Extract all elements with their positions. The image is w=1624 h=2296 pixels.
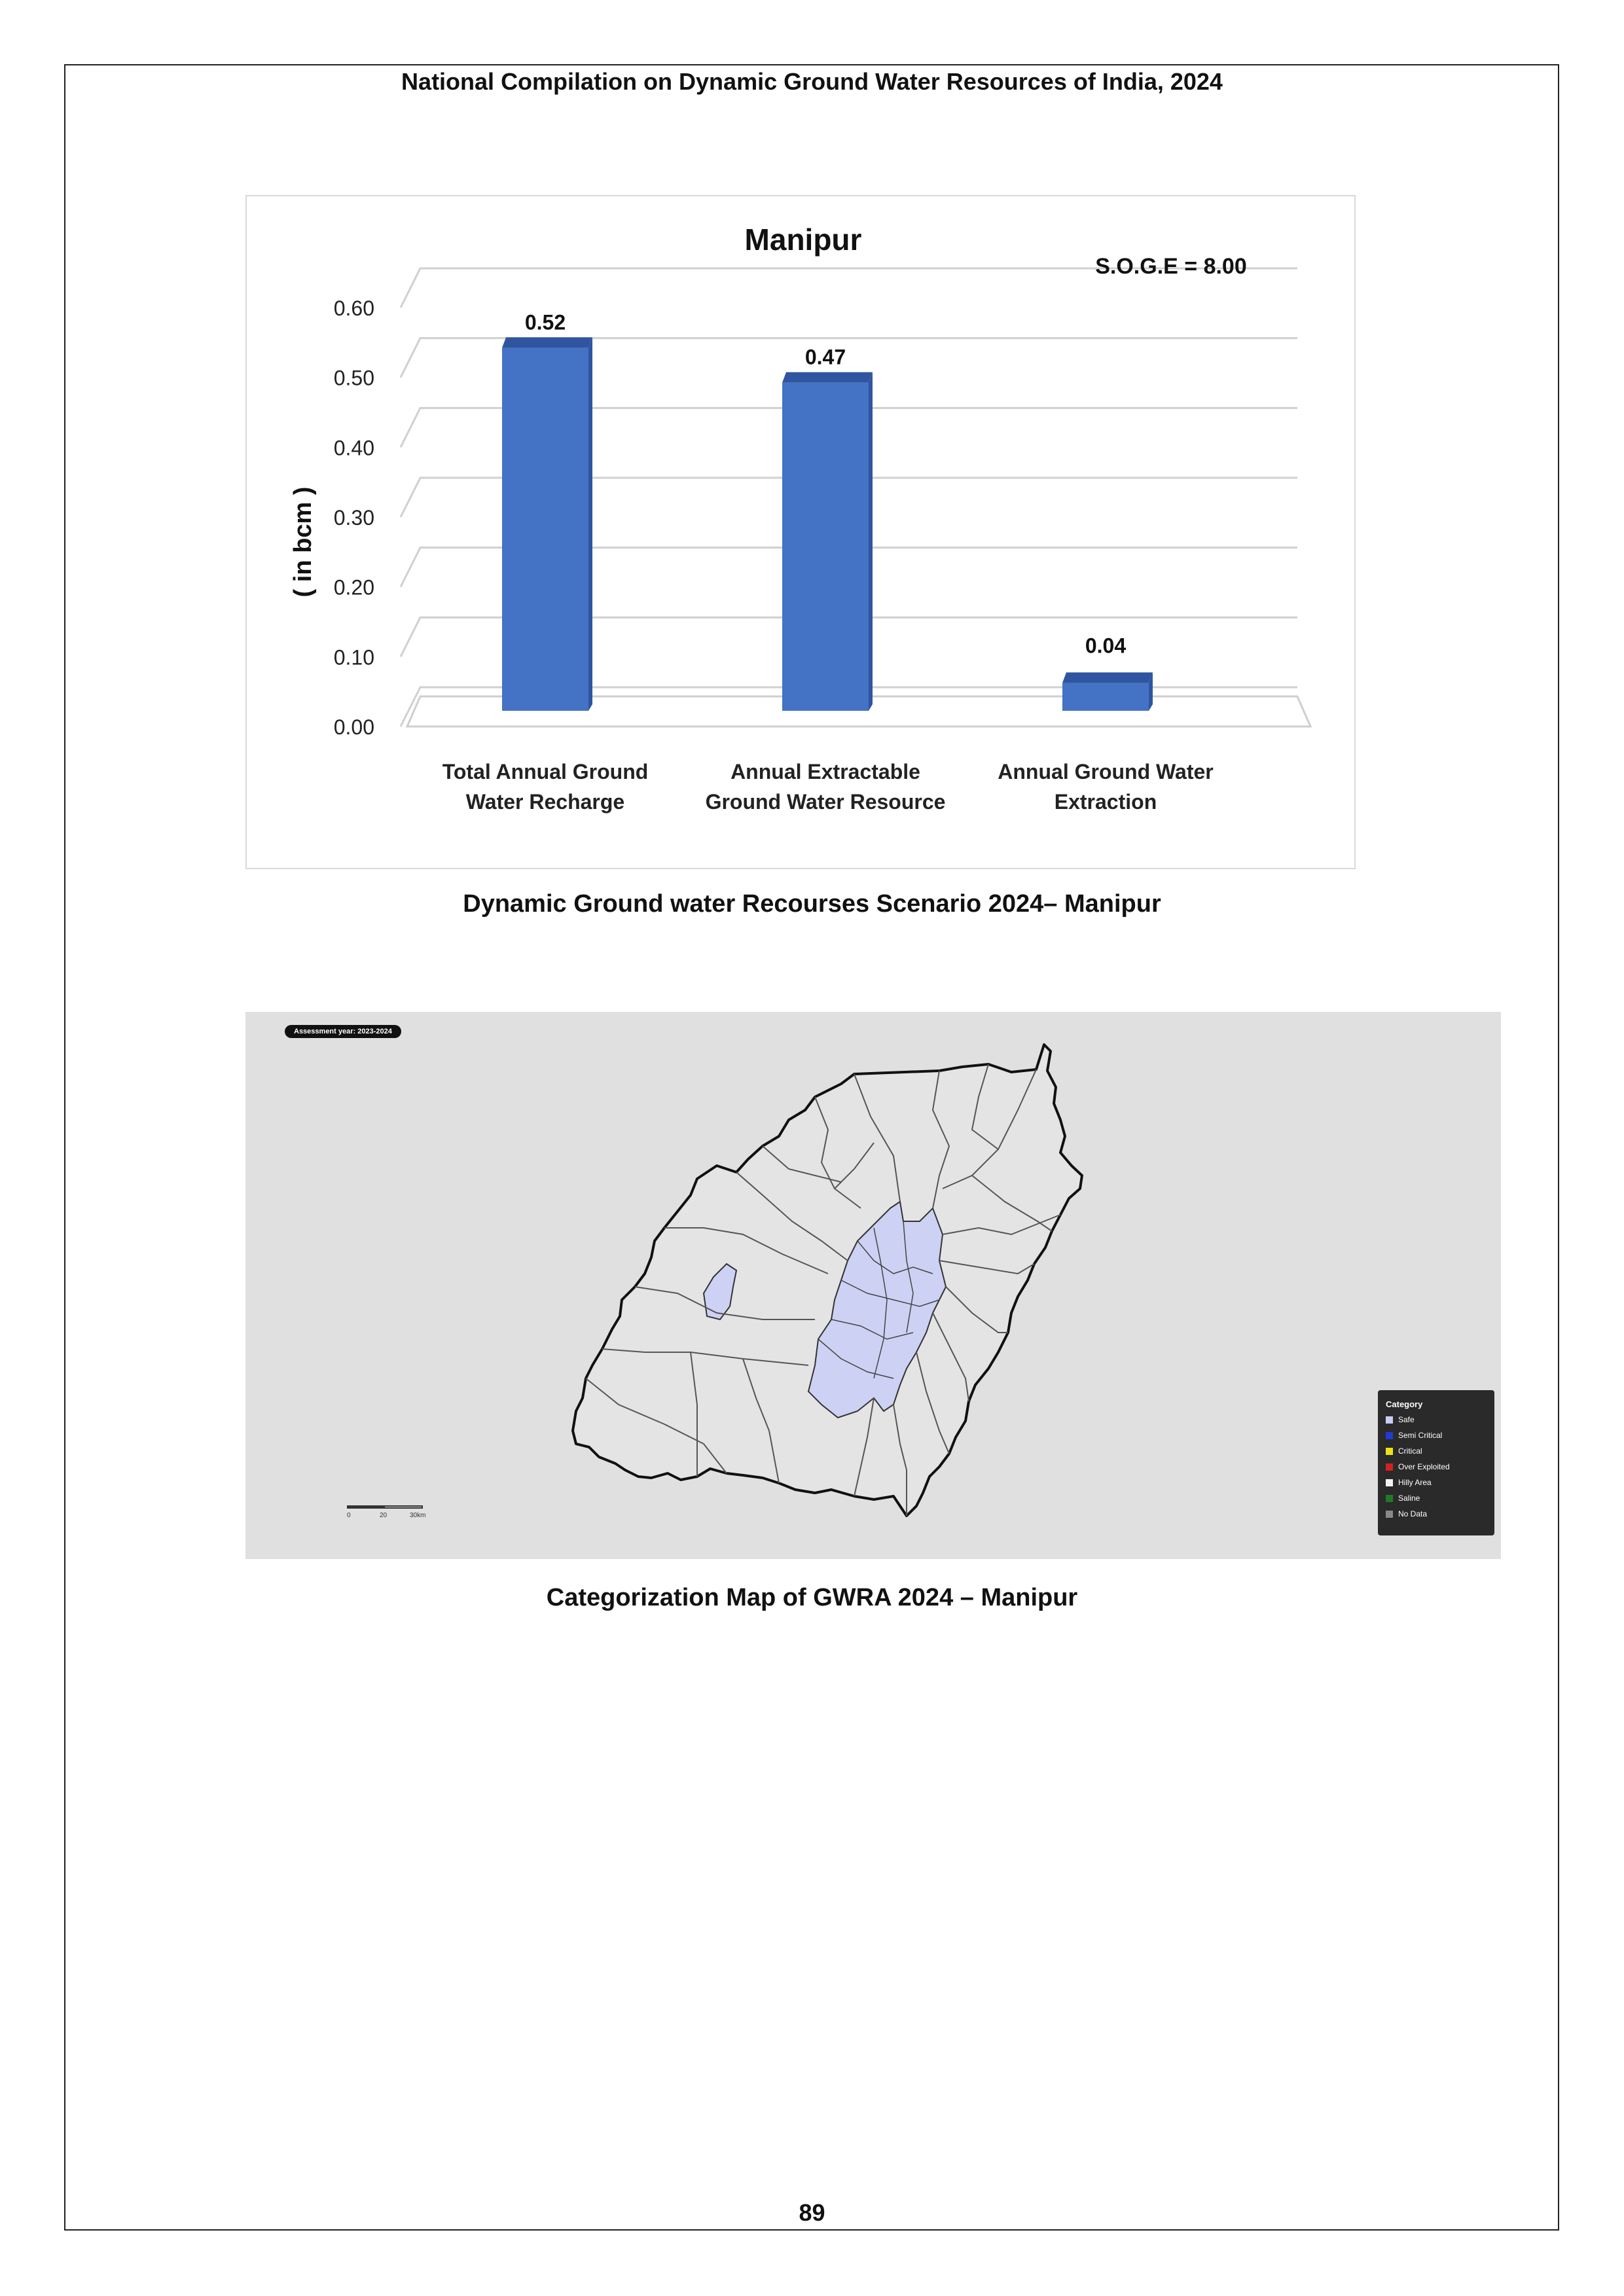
manipur-state-outline <box>571 1043 1083 1517</box>
bar <box>1062 683 1149 711</box>
data-label: 0.52 <box>525 310 566 334</box>
y-tick-label: 0.00 <box>334 715 374 739</box>
y-axis-label: ( in bcm ) <box>289 487 317 598</box>
bar-chart: 0.00 0.10 0.20 0.30 0.40 0.50 0.60 0.52 Total An… <box>245 195 1356 869</box>
assessment-year-badge: Assessment year: 2023-2024 <box>285 1025 401 1038</box>
valley-boundaries <box>818 1221 940 1379</box>
legend-label: Saline <box>1398 1494 1420 1503</box>
legend-item-hilly-area[interactable]: Hilly Area <box>1386 1475 1487 1490</box>
legend-item-over-exploited[interactable]: Over Exploited <box>1386 1459 1487 1475</box>
gridline <box>399 267 1297 308</box>
bar-top-face <box>782 372 873 383</box>
data-label: 0.47 <box>805 346 846 369</box>
chart-title: Manipur <box>745 223 862 257</box>
x-category-label: Total Annual Ground <box>442 760 649 783</box>
legend-title: Category <box>1386 1399 1423 1409</box>
gridline <box>399 406 1297 448</box>
legend-label: Hilly Area <box>1398 1478 1432 1487</box>
x-category-label: Ground Water Resource <box>706 790 946 814</box>
x-category-label: Extraction <box>1055 790 1157 814</box>
categorization-map[interactable]: Assessment year: 2023-2024 0 20 30km Cat… <box>245 1012 1501 1559</box>
soge-annotation: S.O.G.E = 8.00 <box>1095 254 1247 279</box>
legend-label: Safe <box>1398 1415 1415 1424</box>
gridline <box>399 616 1297 658</box>
gridline <box>399 547 1297 588</box>
y-tick-label: 0.20 <box>334 576 374 600</box>
legend-label: Critical <box>1398 1446 1422 1456</box>
imphal-valley-safe-area <box>807 1200 947 1419</box>
data-label: 0.04 <box>1085 634 1126 657</box>
legend-swatch <box>1386 1479 1393 1486</box>
scale-label-start: 0 <box>347 1512 351 1519</box>
legend-swatch <box>1386 1463 1393 1471</box>
legend-item-critical[interactable]: Critical <box>1386 1443 1487 1459</box>
legend-label: No Data <box>1398 1509 1428 1518</box>
scale-fill <box>347 1505 385 1509</box>
map-caption: Categorization Map of GWRA 2024 – Manipu… <box>546 1584 1078 1611</box>
gridline <box>399 337 1297 378</box>
y-tick-label: 0.60 <box>334 296 374 320</box>
bar-side-face <box>1149 672 1153 711</box>
bar <box>782 382 869 711</box>
chart-caption: Dynamic Ground water Recourses Scenario … <box>463 890 1161 918</box>
x-category-label: Annual Ground Water <box>998 760 1213 783</box>
map-canvas <box>571 1043 1083 1517</box>
bar-side-face <box>588 337 592 711</box>
legend-item-saline[interactable]: Saline <box>1386 1490 1487 1506</box>
bar-top-face <box>502 337 592 348</box>
x-category-label: Water Recharge <box>466 790 624 814</box>
page-number: 89 <box>799 2199 825 2226</box>
bar-side-face <box>869 372 873 711</box>
legend-swatch <box>1386 1416 1393 1424</box>
map-scale-bar: 0 20 30km <box>347 1501 425 1521</box>
gridline <box>399 686 1297 727</box>
legend-item-semi-critical[interactable]: Semi Critical <box>1386 1427 1487 1443</box>
chart-floor <box>405 695 1312 728</box>
legend-swatch <box>1386 1494 1393 1502</box>
chart-canvas: 0.00 0.10 0.20 0.30 0.40 0.50 0.60 0.52 Total An… <box>289 223 1312 814</box>
bar <box>502 348 588 711</box>
jiribam-safe-area <box>702 1263 738 1321</box>
y-tick-label: 0.40 <box>334 436 374 459</box>
block-boundaries <box>585 1064 1061 1516</box>
legend-swatch <box>1386 1431 1393 1439</box>
map-legend[interactable]: Category Safe Semi Critical Critical Over E… <box>1378 1390 1494 1535</box>
legend-item-no-data[interactable]: No Data <box>1386 1506 1487 1522</box>
scale-label-mid: 20 <box>380 1512 388 1519</box>
bar-top-face <box>1062 672 1153 683</box>
y-tick-label: 0.10 <box>334 645 374 669</box>
y-tick-label: 0.30 <box>334 506 374 529</box>
legend-swatch <box>1386 1447 1393 1455</box>
legend-label: Semi Critical <box>1398 1431 1443 1440</box>
legend-swatch <box>1386 1510 1393 1518</box>
y-tick-label: 0.50 <box>334 367 374 390</box>
legend-label: Over Exploited <box>1398 1462 1450 1471</box>
page-border <box>64 64 1559 2231</box>
x-category-label: Annual Extractable <box>731 760 920 783</box>
scale-label-end: 30km <box>410 1512 426 1519</box>
page-header: National Compilation on Dynamic Ground W… <box>401 68 1223 95</box>
gridline <box>399 476 1297 518</box>
legend-item-safe[interactable]: Safe <box>1386 1412 1487 1427</box>
